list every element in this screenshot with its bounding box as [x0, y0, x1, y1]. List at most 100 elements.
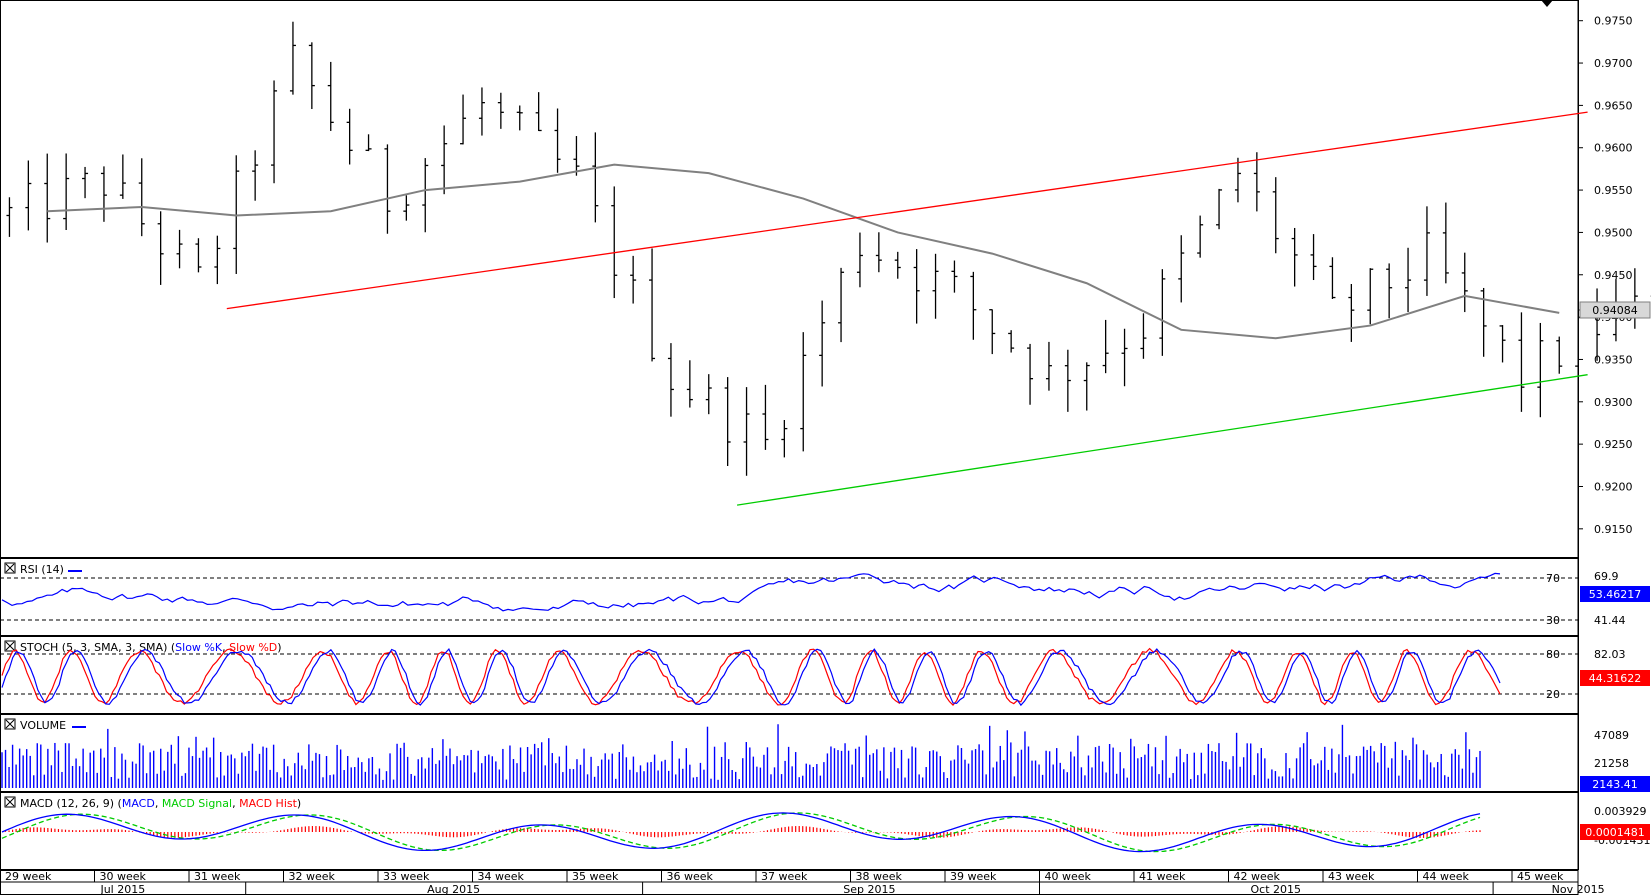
ohlc-bar	[573, 136, 580, 176]
x-week-label: 36 week	[667, 870, 714, 883]
ohlc-bar	[1140, 313, 1147, 359]
trendline-upper	[226, 111, 1588, 310]
price-ytick-label: 0.9350	[1594, 353, 1633, 366]
price-last-value-badge	[1579, 301, 1651, 319]
ohlc-bar	[289, 21, 296, 95]
stoch-k-line	[1, 648, 1501, 707]
macd-signal-legend: MACD Signal	[162, 797, 232, 810]
price-ytick-label: 0.9200	[1594, 480, 1633, 493]
macd-close: )	[297, 797, 301, 810]
macd-histogram	[4, 826, 1481, 838]
scroll-marker-icon	[1541, 0, 1553, 7]
ohlc-bar	[308, 42, 315, 110]
ohlc-bar	[1083, 362, 1090, 411]
trendline-lower	[737, 374, 1588, 506]
x-week-label: 30 week	[100, 870, 147, 883]
ohlc-bar	[1386, 263, 1393, 319]
x-week-label: 39 week	[950, 870, 997, 883]
volume-ytick: 21258	[1594, 757, 1629, 770]
rsi-label: RSI (14)	[20, 563, 64, 576]
stoch-label: STOCH (5, 3, SMA, 3, SMA) (Slow %K, Slow…	[20, 641, 282, 654]
ohlc-bar	[1367, 268, 1374, 325]
ohlc-bar	[1518, 312, 1525, 412]
ohlc-bar	[932, 253, 939, 319]
rsi-ytick: 69.9	[1594, 570, 1619, 583]
price-ytick-label: 0.9300	[1594, 396, 1633, 409]
stoch-last-value-badge	[1580, 670, 1650, 686]
ohlc-bar	[25, 160, 32, 231]
ohlc-bar	[365, 134, 372, 152]
ohlc-bar	[913, 249, 920, 324]
x-week-label: 42 week	[1234, 870, 1281, 883]
x-week-label: 44 week	[1423, 870, 1470, 883]
ohlc-bar	[705, 374, 712, 415]
macd-sep: ,	[155, 797, 162, 810]
price-ytick-label: 0.9450	[1594, 269, 1633, 282]
ohlc-bar	[1102, 319, 1109, 374]
ohlc-bar	[1310, 234, 1317, 281]
volume-last-value-label: 2143.41	[1592, 778, 1638, 791]
volume-ytick: 47089	[1594, 729, 1629, 742]
ohlc-bar	[1442, 202, 1449, 284]
price-ytick-label: 0.9500	[1594, 226, 1633, 239]
ohlc-bar	[630, 255, 637, 304]
stoch-k-legend: Slow %K	[175, 641, 223, 654]
ohlc-bar	[970, 271, 977, 340]
ohlc-bar	[535, 92, 542, 132]
ohlc-bar	[875, 232, 882, 273]
ohlc-bar	[554, 108, 561, 173]
ohlc-bar	[497, 92, 504, 129]
volume-title: VOLUME	[20, 719, 66, 732]
ohlc-bar	[1216, 188, 1223, 230]
price-ytick-label: 0.9650	[1594, 99, 1633, 112]
rsi-last-value-label: 53.46217	[1589, 588, 1642, 601]
ohlc-bar	[1537, 322, 1544, 418]
x-week-label: 38 week	[856, 870, 903, 883]
macd-close-icon	[4, 796, 16, 808]
rsi-level-30-label: 30	[1546, 614, 1560, 627]
rsi-last-value-badge	[1580, 586, 1650, 602]
ohlc-bar	[422, 158, 429, 233]
ohlc-bar	[1045, 341, 1052, 391]
ohlc-bar	[214, 235, 221, 285]
ohlc-bar	[176, 229, 183, 269]
ohlc-bar	[1329, 257, 1336, 299]
ohlc-bar	[724, 377, 731, 466]
stoch-level-20-label: 20	[1546, 688, 1560, 701]
ohlc-bar	[1008, 330, 1015, 353]
x-week-label: 29 week	[5, 870, 52, 883]
ohlc-bar	[119, 154, 126, 199]
ohlc-bar	[611, 186, 618, 299]
x-month-label: Aug 2015	[427, 883, 480, 895]
ohlc-bar	[894, 251, 901, 279]
price-ytick-label: 0.9750	[1594, 15, 1633, 28]
ohlc-bar	[100, 166, 107, 222]
ohlc-bar	[63, 153, 70, 231]
ohlc-bar	[1499, 325, 1506, 363]
ohlc-bar	[649, 248, 656, 362]
ohlc-bar	[1178, 235, 1185, 303]
ohlc-bar	[138, 158, 145, 237]
macd-label: MACD (12, 26, 9) (MACD, MACD Signal, MAC…	[20, 797, 301, 810]
rsi-title: RSI (14)	[20, 563, 64, 576]
macd-ytick: 0.003929	[1594, 805, 1647, 818]
macd-legend: MACD	[122, 797, 155, 810]
ohlc-bar	[592, 132, 599, 223]
ohlc-bar	[82, 166, 89, 199]
macd-last-value-label: 0.0001481	[1585, 826, 1645, 839]
ohlc-bar	[195, 238, 202, 273]
ohlc-bar	[327, 61, 334, 131]
ohlc-bar	[838, 267, 845, 343]
stoch-level-80-label: 80	[1546, 648, 1560, 661]
price-ytick-label: 0.9150	[1594, 523, 1633, 536]
stoch-title: STOCH (5, 3, SMA, 3, SMA) (	[20, 641, 175, 654]
ohlc-bar	[403, 195, 410, 221]
macd-legend: MACD (12, 26, 9) (MACD, MACD Signal, MAC…	[4, 796, 301, 810]
stoch-sep: ,	[222, 641, 229, 654]
ohlc-bar	[1348, 284, 1355, 342]
rsi-line	[1, 572, 1501, 612]
ohlc-bar	[516, 105, 523, 131]
macd-last-value-badge	[1580, 824, 1650, 840]
